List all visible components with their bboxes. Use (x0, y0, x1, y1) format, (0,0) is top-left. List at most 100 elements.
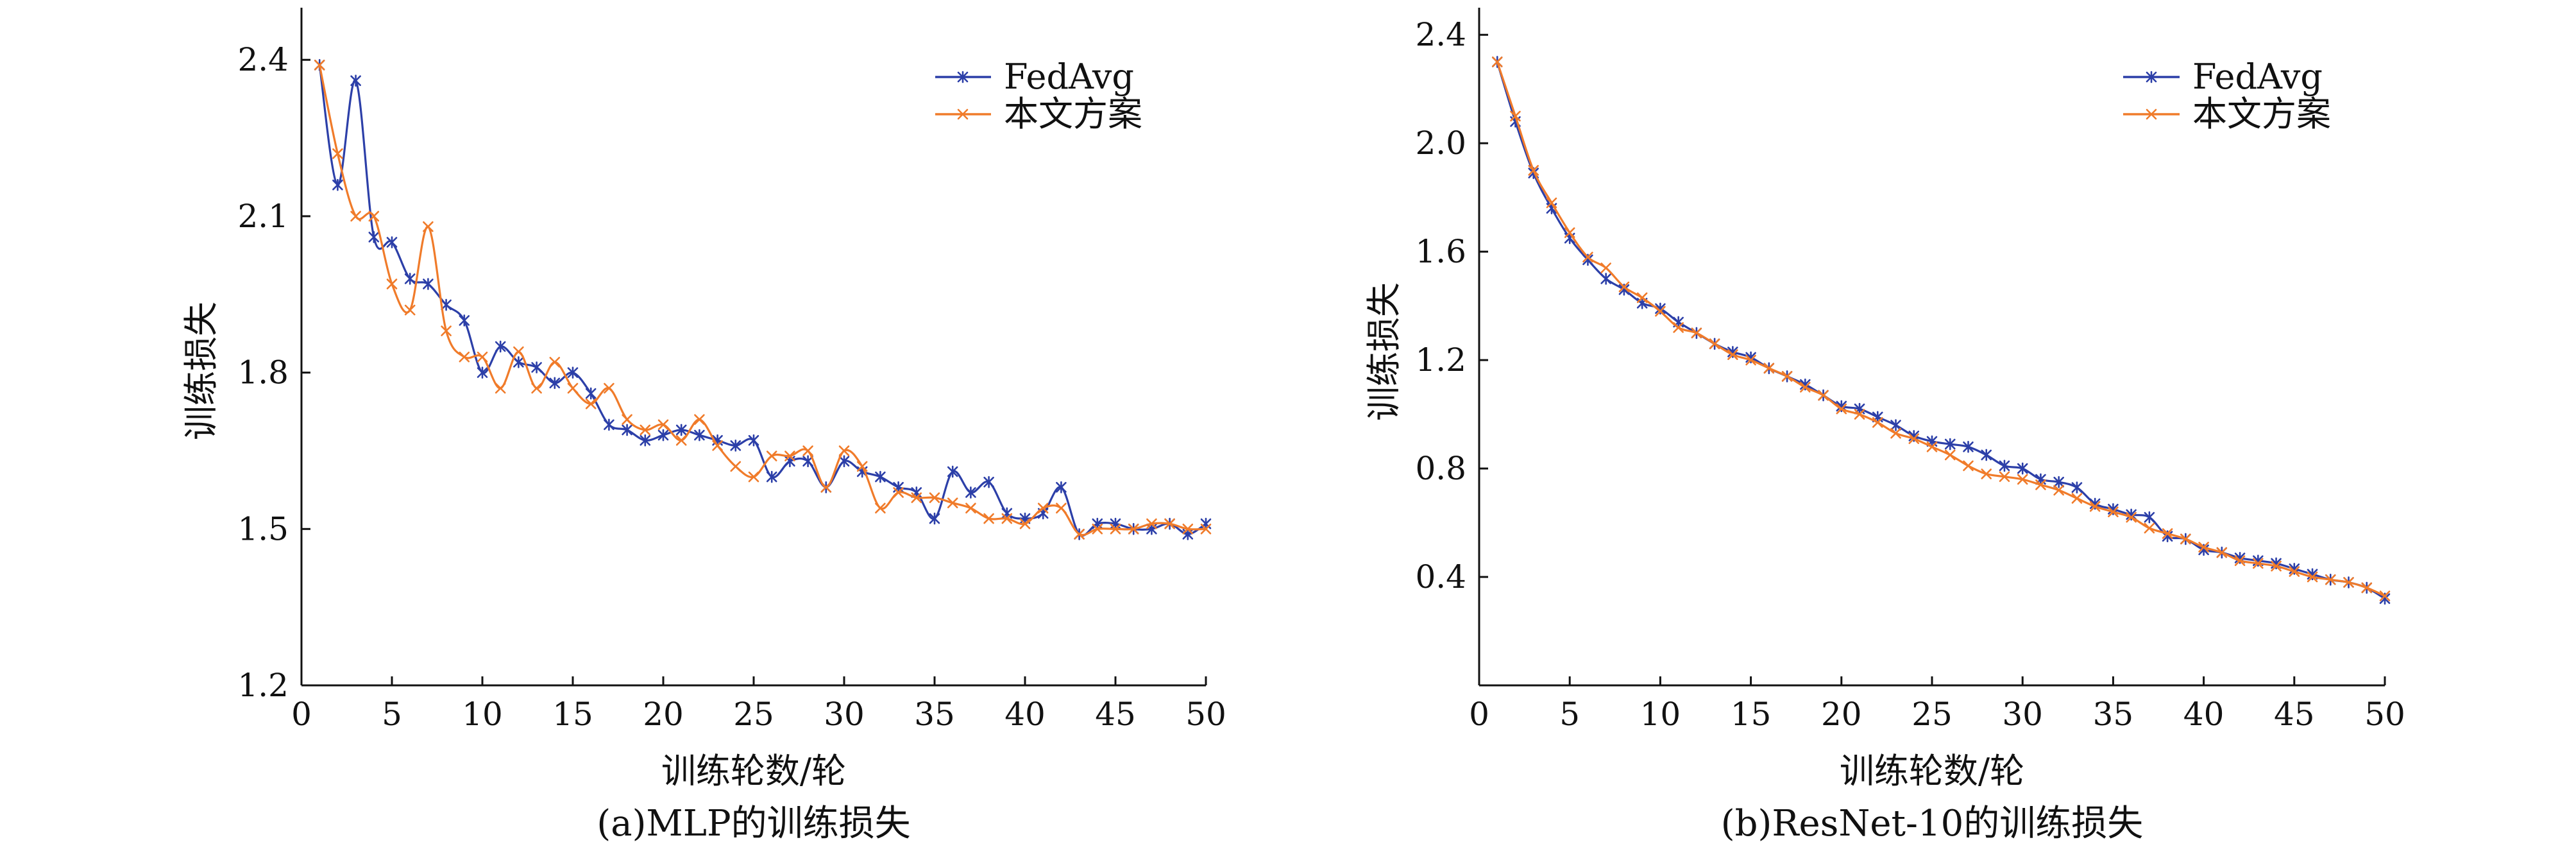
data-point-ours-resnet (1999, 471, 2010, 483)
data-point-ours-mlp (838, 445, 850, 456)
data-point-ours-resnet (1546, 197, 1557, 209)
data-point-ours-resnet (1763, 363, 1775, 374)
data-point-ours-resnet (1564, 227, 1575, 238)
data-point-ours-resnet (2144, 522, 2155, 534)
data-point-fedavg-mlp (567, 366, 579, 379)
y-axis-label-mlp: 训练损失 (181, 302, 221, 440)
data-point-ours-mlp (712, 440, 723, 451)
legend-label-fedavg-mlp: FedAvg (1004, 56, 1134, 97)
y-tick-label-mlp: 1.5 (237, 510, 289, 547)
data-point-fedavg-mlp (802, 455, 813, 468)
data-point-ours-resnet (2162, 528, 2173, 539)
x-axis-label-mlp: 训练轮数/轮 (661, 751, 846, 791)
data-point-ours-resnet (2343, 577, 2354, 588)
data-point-fedavg-mlp (838, 455, 850, 468)
series-line-fedavg-resnet (1496, 62, 2385, 600)
y-tick-label-mlp: 2.1 (237, 198, 289, 235)
data-point-ours-resnet (1818, 390, 1829, 401)
series-line-ours-resnet (1496, 61, 2385, 597)
data-point-ours-mlp (1092, 524, 1103, 535)
data-point-fedavg-resnet (2071, 481, 2083, 493)
data-point-fedavg-mlp (513, 356, 524, 368)
data-point-ours-mlp (947, 497, 958, 508)
data-point-ours-resnet (2180, 533, 2191, 545)
data-point-ours-resnet (1908, 433, 1920, 444)
axes-resnet: 0 5 10 15 20 25 30 35 40 45 50 0.4 0.8 1.2 1.6 2.0 2.4 (1415, 8, 2405, 733)
x-tick-label-mlp: 5 (382, 696, 402, 733)
data-point-fedavg-mlp (640, 434, 651, 447)
data-point-ours-resnet (1618, 281, 1630, 293)
data-point-ours-resnet (2108, 506, 2119, 517)
data-point-ours-resnet (1510, 110, 1521, 122)
data-point-ours-mlp (802, 445, 813, 456)
data-point-ours-resnet (1890, 427, 1901, 439)
data-point-ours-resnet (1636, 292, 1648, 304)
data-point-fedavg-mlp (423, 278, 434, 290)
data-point-ours-resnet (2071, 493, 2083, 504)
data-point-ours-mlp (911, 492, 922, 503)
data-point-ours-resnet (2379, 590, 2391, 601)
series-layer-mlp (314, 59, 1212, 540)
x-tick-label-mlp: 15 (552, 696, 593, 733)
x-tick-label-mlp: 0 (291, 696, 312, 733)
legend-marker-fedavg-mlp-glyph (957, 71, 969, 83)
x-tick-label-resnet: 5 (1559, 696, 1580, 733)
data-point-fedavg-mlp (947, 465, 958, 478)
data-point-fedavg-mlp (730, 440, 741, 452)
data-point-ours-resnet (1491, 56, 1503, 67)
data-point-ours-resnet (1709, 338, 1720, 350)
x-tick-label-mlp: 20 (643, 696, 684, 733)
data-point-ours-mlp (604, 382, 614, 394)
data-point-ours-mlp (893, 487, 904, 498)
data-point-ours-resnet (2198, 542, 2209, 553)
y-tick-label-mlp: 1.2 (237, 667, 289, 704)
y-axis-label-resnet: 训练损失 (1364, 282, 1404, 421)
data-point-fedavg-mlp (531, 361, 542, 373)
data-point-ours-resnet (1582, 252, 1593, 262)
data-point-fedavg-mlp (477, 366, 488, 379)
x-tick-label-resnet: 15 (1731, 696, 1772, 733)
data-point-fedavg-mlp (1001, 507, 1013, 520)
data-point-ours-resnet (2271, 560, 2282, 572)
data-point-ours-mlp (459, 351, 470, 363)
data-point-ours-resnet (1691, 327, 1702, 339)
data-point-fedavg-mlp (368, 231, 380, 243)
data-point-fedavg-resnet (1963, 440, 1974, 453)
data-point-ours-mlp (748, 471, 759, 483)
data-point-fedavg-mlp (585, 387, 597, 400)
data-point-fedavg-mlp (694, 429, 705, 442)
data-point-ours-mlp (1200, 524, 1212, 535)
data-point-ours-resnet (1981, 468, 1992, 479)
data-point-ours-mlp (567, 382, 579, 394)
legend-marker-fedavg-resnet (2146, 71, 2157, 83)
x-tick-label-mlp: 25 (733, 696, 774, 733)
data-point-fedavg-mlp (1200, 517, 1212, 530)
data-point-ours-mlp (875, 502, 886, 514)
data-point-ours-resnet (2053, 485, 2064, 496)
data-point-ours-resnet (2289, 566, 2300, 577)
data-point-ours-mlp (1074, 529, 1085, 540)
x-tick-label-resnet: 30 (2002, 696, 2043, 733)
data-point-ours-mlp (1001, 513, 1013, 524)
data-point-ours-resnet (1836, 403, 1847, 415)
data-point-ours-mlp (386, 279, 398, 289)
data-point-fedavg-mlp (657, 429, 669, 442)
y-tick-label-mlp: 2.4 (237, 41, 289, 78)
data-point-ours-resnet (2325, 574, 2336, 585)
data-point-ours-resnet (1926, 441, 1938, 452)
series-line-ours-mlp (318, 65, 1207, 536)
data-point-fedavg-mlp (604, 418, 614, 431)
x-tick-label-resnet: 10 (1640, 696, 1681, 733)
data-point-ours-resnet (2216, 547, 2228, 558)
x-tick-label-resnet: 40 (2183, 696, 2224, 733)
y-tick-label-resnet: 0.8 (1415, 450, 1466, 487)
x-axis-label-resnet: 训练轮数/轮 (1840, 751, 2024, 791)
legend-marker-ours-mlp (957, 108, 969, 120)
data-point-ours-mlp (929, 492, 940, 503)
data-point-ours-resnet (1944, 449, 1956, 461)
legend-label-ours-resnet: 本文方案 (2192, 94, 2331, 134)
y-tick-label-resnet: 1.2 (1415, 341, 1466, 379)
data-point-fedavg-mlp (675, 424, 687, 436)
data-point-ours-resnet (1781, 371, 1793, 382)
data-point-fedavg-mlp (766, 470, 777, 483)
